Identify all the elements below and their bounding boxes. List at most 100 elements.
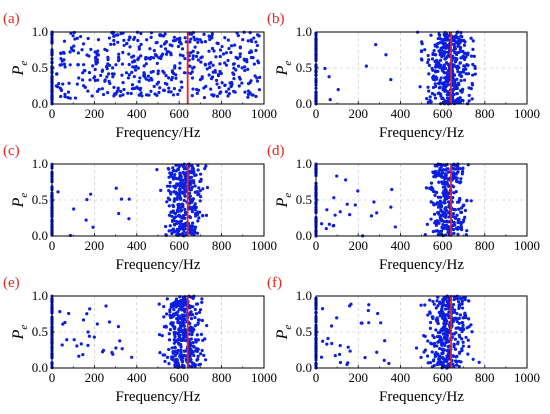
data-point bbox=[466, 338, 470, 342]
data-point bbox=[431, 68, 435, 72]
data-point bbox=[177, 307, 181, 311]
data-point bbox=[130, 87, 134, 91]
data-point bbox=[441, 171, 445, 175]
data-point bbox=[459, 210, 464, 214]
data-point bbox=[189, 32, 194, 36]
data-point bbox=[144, 93, 149, 97]
data-point bbox=[437, 180, 441, 184]
data-point bbox=[193, 207, 197, 211]
x-tick-label: 200 bbox=[85, 370, 105, 385]
data-point bbox=[95, 322, 99, 326]
data-point bbox=[122, 38, 126, 42]
data-point bbox=[219, 71, 223, 76]
data-point bbox=[76, 51, 80, 55]
data-point bbox=[245, 58, 249, 62]
y-tick-label: 0.0 bbox=[296, 228, 312, 243]
data-point bbox=[441, 222, 445, 227]
data-point bbox=[63, 65, 67, 69]
data-point bbox=[446, 54, 450, 58]
data-point bbox=[179, 219, 183, 223]
y-tick-label: 0.5 bbox=[32, 324, 48, 339]
data-point bbox=[366, 308, 370, 313]
x-tick-label: 600 bbox=[169, 238, 189, 253]
data-point bbox=[115, 90, 119, 94]
data-point bbox=[82, 84, 86, 88]
data-point bbox=[164, 52, 169, 56]
data-point bbox=[109, 42, 113, 47]
data-point bbox=[116, 59, 121, 63]
x-tick-label: 800 bbox=[475, 238, 495, 253]
data-point bbox=[367, 321, 371, 325]
data-point bbox=[179, 322, 184, 326]
data-point bbox=[463, 208, 468, 213]
x-tick-label: 400 bbox=[127, 370, 147, 385]
data-point bbox=[232, 66, 236, 70]
data-point bbox=[439, 168, 443, 172]
data-point bbox=[170, 214, 174, 218]
data-point bbox=[457, 207, 461, 211]
x-axis-label: Frequency/Hz bbox=[379, 389, 464, 405]
data-point bbox=[430, 342, 434, 346]
data-point bbox=[440, 175, 444, 179]
data-point bbox=[173, 353, 178, 357]
data-point bbox=[256, 33, 260, 37]
data-point bbox=[467, 99, 471, 103]
data-point bbox=[471, 357, 475, 361]
data-point bbox=[346, 361, 350, 365]
data-point bbox=[460, 89, 464, 93]
data-point bbox=[437, 60, 441, 64]
data-point bbox=[127, 52, 131, 56]
data-point bbox=[199, 352, 203, 356]
data-point bbox=[467, 344, 471, 349]
data-point bbox=[170, 228, 174, 232]
data-point bbox=[62, 39, 67, 43]
data-point bbox=[117, 55, 121, 59]
data-point bbox=[441, 226, 446, 231]
data-point bbox=[459, 79, 463, 83]
data-point bbox=[156, 69, 160, 73]
data-point bbox=[457, 82, 461, 87]
data-point bbox=[180, 304, 185, 308]
data-point bbox=[193, 307, 197, 312]
data-point bbox=[193, 38, 197, 42]
data-point bbox=[223, 83, 227, 87]
y-tick-label: 0.0 bbox=[296, 96, 312, 111]
data-point bbox=[470, 97, 474, 101]
data-point bbox=[190, 364, 194, 368]
data-point bbox=[216, 72, 221, 77]
data-point bbox=[434, 84, 438, 88]
x-tick-label: 600 bbox=[433, 106, 453, 121]
data-point bbox=[72, 207, 76, 211]
data-point bbox=[126, 76, 130, 80]
x-tick-label: 0 bbox=[49, 106, 56, 121]
data-point bbox=[173, 211, 178, 216]
data-point bbox=[246, 39, 250, 43]
data-point bbox=[159, 188, 163, 192]
data-point bbox=[434, 43, 438, 47]
data-point bbox=[127, 197, 131, 201]
data-point bbox=[438, 359, 442, 363]
data-point bbox=[444, 212, 448, 217]
data-point bbox=[390, 187, 394, 192]
data-point bbox=[441, 185, 445, 189]
data-point bbox=[133, 68, 138, 72]
data-point bbox=[463, 296, 467, 300]
data-point bbox=[463, 312, 467, 316]
data-point bbox=[215, 94, 220, 98]
data-point bbox=[432, 48, 436, 53]
data-point bbox=[246, 67, 250, 71]
data-point bbox=[433, 175, 438, 179]
y-axis-label: Pe bbox=[10, 61, 30, 77]
data-point bbox=[443, 188, 447, 192]
data-point bbox=[190, 207, 194, 211]
data-point bbox=[200, 40, 204, 44]
data-point bbox=[194, 340, 198, 344]
data-point bbox=[471, 39, 475, 43]
data-point bbox=[243, 65, 247, 69]
data-point bbox=[180, 363, 185, 367]
data-point bbox=[90, 94, 94, 98]
data-point bbox=[202, 353, 206, 357]
data-point bbox=[325, 208, 329, 212]
data-point bbox=[427, 58, 431, 62]
data-point bbox=[441, 332, 445, 336]
